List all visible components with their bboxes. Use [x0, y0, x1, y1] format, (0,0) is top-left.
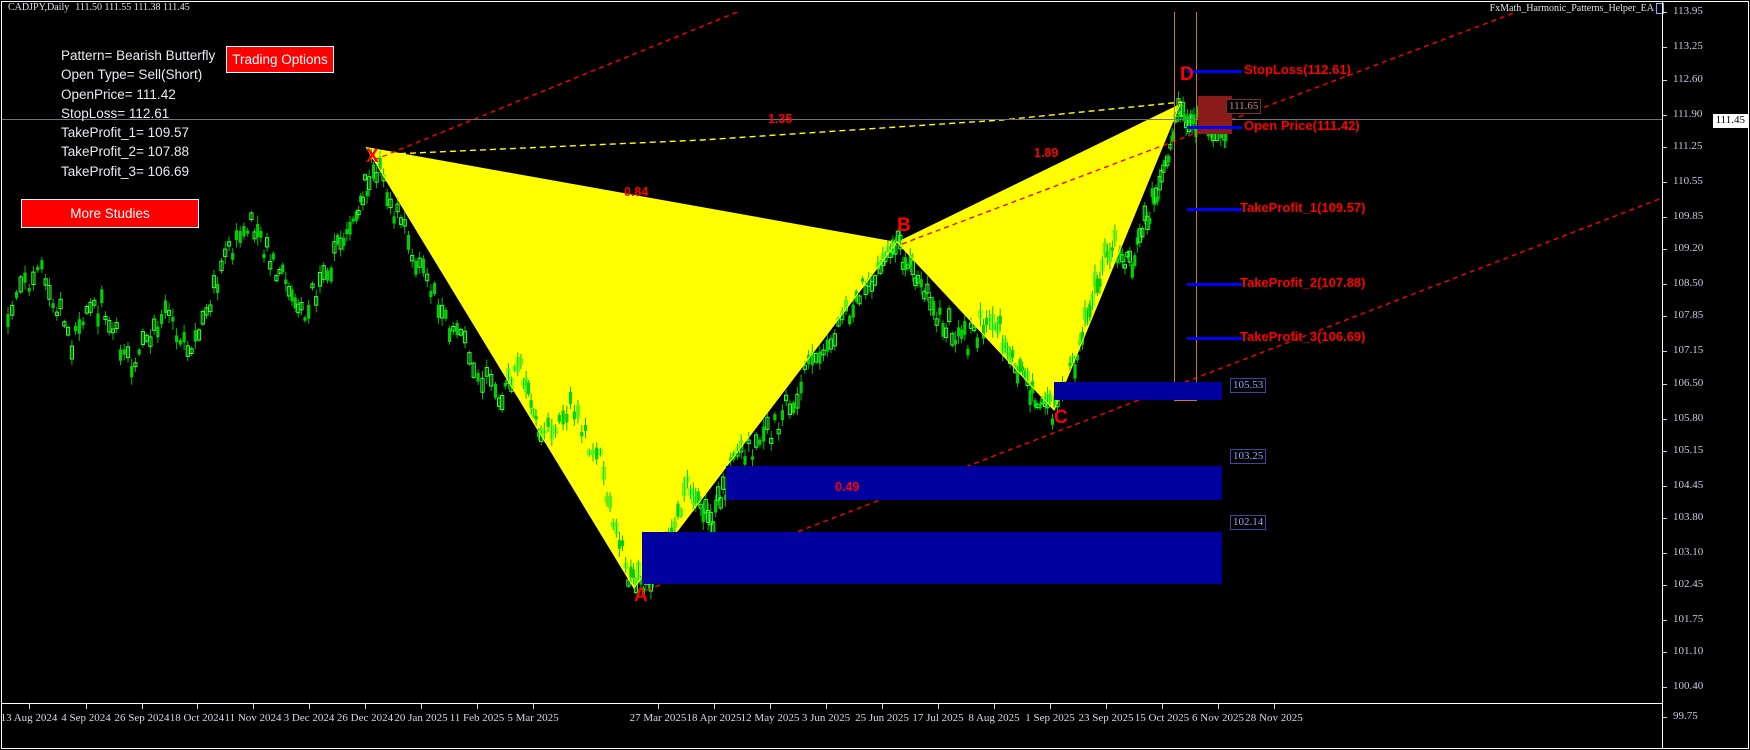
info-line-stop-loss: StopLoss= 112.61 [61, 105, 170, 121]
symbol-label: CADJPY,Daily [8, 2, 70, 13]
pattern-point-a: A [634, 585, 648, 606]
date-axis[interactable]: 13 Aug 2024 4 Sep 2024 26 Sep 2024 18 Oct 2… [1, 703, 1662, 749]
entry-marker-bottom [1174, 400, 1197, 401]
ea-name-label: FxMath_Harmonic_Patterns_Helper_EA [1489, 3, 1654, 14]
candlestick-series [6, 91, 1229, 600]
plot-area[interactable]: StopLoss(112.61) Open Price(111.42) TakePr… [2, 12, 1662, 702]
pattern-point-c: C [1054, 407, 1068, 428]
pattern-info-panel: Pattern= Bearish Butterfly Open Type= Se… [61, 46, 215, 181]
entry-marker-right [1196, 12, 1197, 400]
supply-zone-2 [726, 466, 1222, 500]
ratio-bc-cd: 1.89 [1034, 146, 1059, 160]
info-line-pattern: Pattern= Bearish Butterfly [61, 48, 216, 63]
ratio-xa-ab: 0.84 [624, 185, 649, 199]
entry-marker-left [1174, 12, 1175, 400]
more-studies-button[interactable]: More Studies [21, 199, 199, 228]
info-line-open-price: OpenPrice= 111.42 [61, 86, 176, 102]
pattern-triangle-bcd [897, 104, 1180, 410]
zone1-price-box: 105.53 [1230, 378, 1267, 393]
chart-canvas [6, 12, 1662, 600]
pattern-legs [365, 103, 1181, 589]
pattern-point-d: D [1180, 64, 1194, 85]
level-label-takeprofit_2: TakeProfit_2(107.88) [1240, 275, 1366, 290]
info-line-open-type: Open Type= Sell(Short) [61, 67, 203, 83]
level-label-openprice: Open Price(111.42) [1244, 118, 1360, 133]
pattern-triangle-xab [366, 147, 897, 588]
pattern-point-b: B [897, 215, 911, 236]
current-price-line [2, 119, 1662, 120]
trendline-upper [373, 12, 740, 161]
level-label-takeprofit_3: TakeProfit_3(106.69) [1240, 329, 1366, 344]
info-line-take-profit-3: TakeProfit_3= 106.69 [61, 163, 189, 179]
trendline-bc-projection [901, 12, 1519, 245]
level-line-takeprofit_3 [1187, 337, 1242, 340]
pattern-point-x: X [366, 146, 379, 167]
level-line-openprice [1187, 126, 1242, 129]
info-line-take-profit-1: TakeProfit_1= 109.57 [61, 125, 189, 141]
current-price-tag: 111.45 [1712, 114, 1748, 128]
ratio-bc: 0.49 [835, 480, 860, 494]
zone2-price-box: 103.25 [1230, 449, 1267, 464]
level-line-takeprofit_2 [1187, 283, 1242, 286]
trading-options-button[interactable]: Trading Options [226, 46, 334, 73]
supply-zone-3 [642, 532, 1222, 584]
ratio-xd: 1.35 [768, 112, 793, 126]
zone3-price-box: 102.14 [1230, 515, 1267, 530]
supply-zone-1 [1054, 382, 1222, 400]
projection-xd [369, 101, 1183, 156]
level-line-stoploss [1187, 70, 1242, 73]
entry-price-box: 111.65 [1226, 99, 1262, 114]
symbol-bar: CADJPY,Daily 111.50 111.55 111.38 111.45 [8, 2, 190, 13]
ohlc-values: 111.50 111.55 111.38 111.45 [75, 2, 190, 13]
info-line-take-profit-2: TakeProfit_2= 107.88 [61, 144, 189, 160]
level-line-takeprofit_1 [1187, 208, 1242, 211]
level-label-stoploss: StopLoss(112.61) [1244, 62, 1351, 77]
price-axis[interactable]: 113.95 113.25 112.60 111.90 111.25 110.55 109.… [1662, 1, 1750, 749]
ea-indicator-icon[interactable] [1656, 3, 1664, 14]
level-label-takeprofit_1: TakeProfit_1(109.57) [1240, 200, 1366, 215]
